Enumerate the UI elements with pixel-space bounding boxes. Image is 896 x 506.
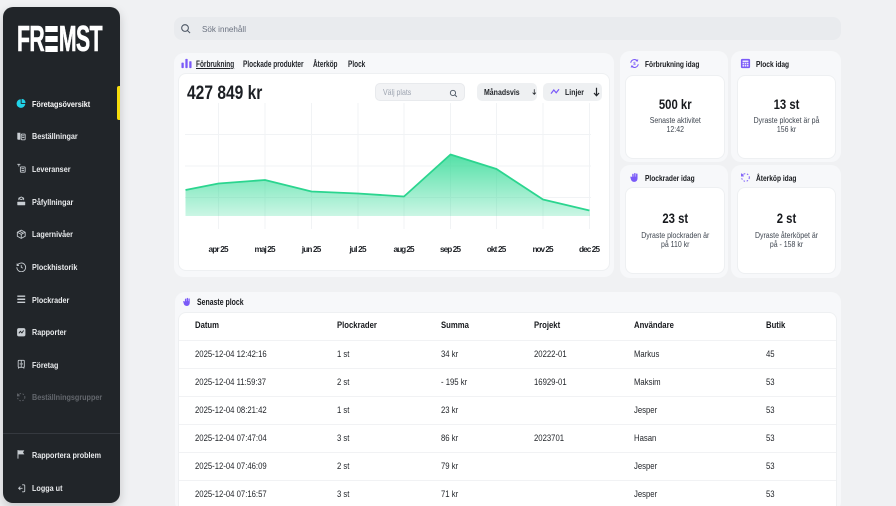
svg-text:maj 25: maj 25 (255, 245, 276, 254)
svg-text:nov 25: nov 25 (533, 245, 554, 254)
svg-text:sep 25: sep 25 (440, 245, 461, 254)
svg-text:jul 25: jul 25 (349, 245, 367, 254)
svg-text:apr 25: apr 25 (209, 245, 229, 254)
svg-text:okt 25: okt 25 (487, 245, 507, 254)
svg-text:$: $ (633, 61, 636, 66)
svg-text:jun 25: jun 25 (301, 245, 322, 254)
svg-text:dec 25: dec 25 (579, 245, 600, 254)
svg-text:aug 25: aug 25 (394, 245, 415, 254)
